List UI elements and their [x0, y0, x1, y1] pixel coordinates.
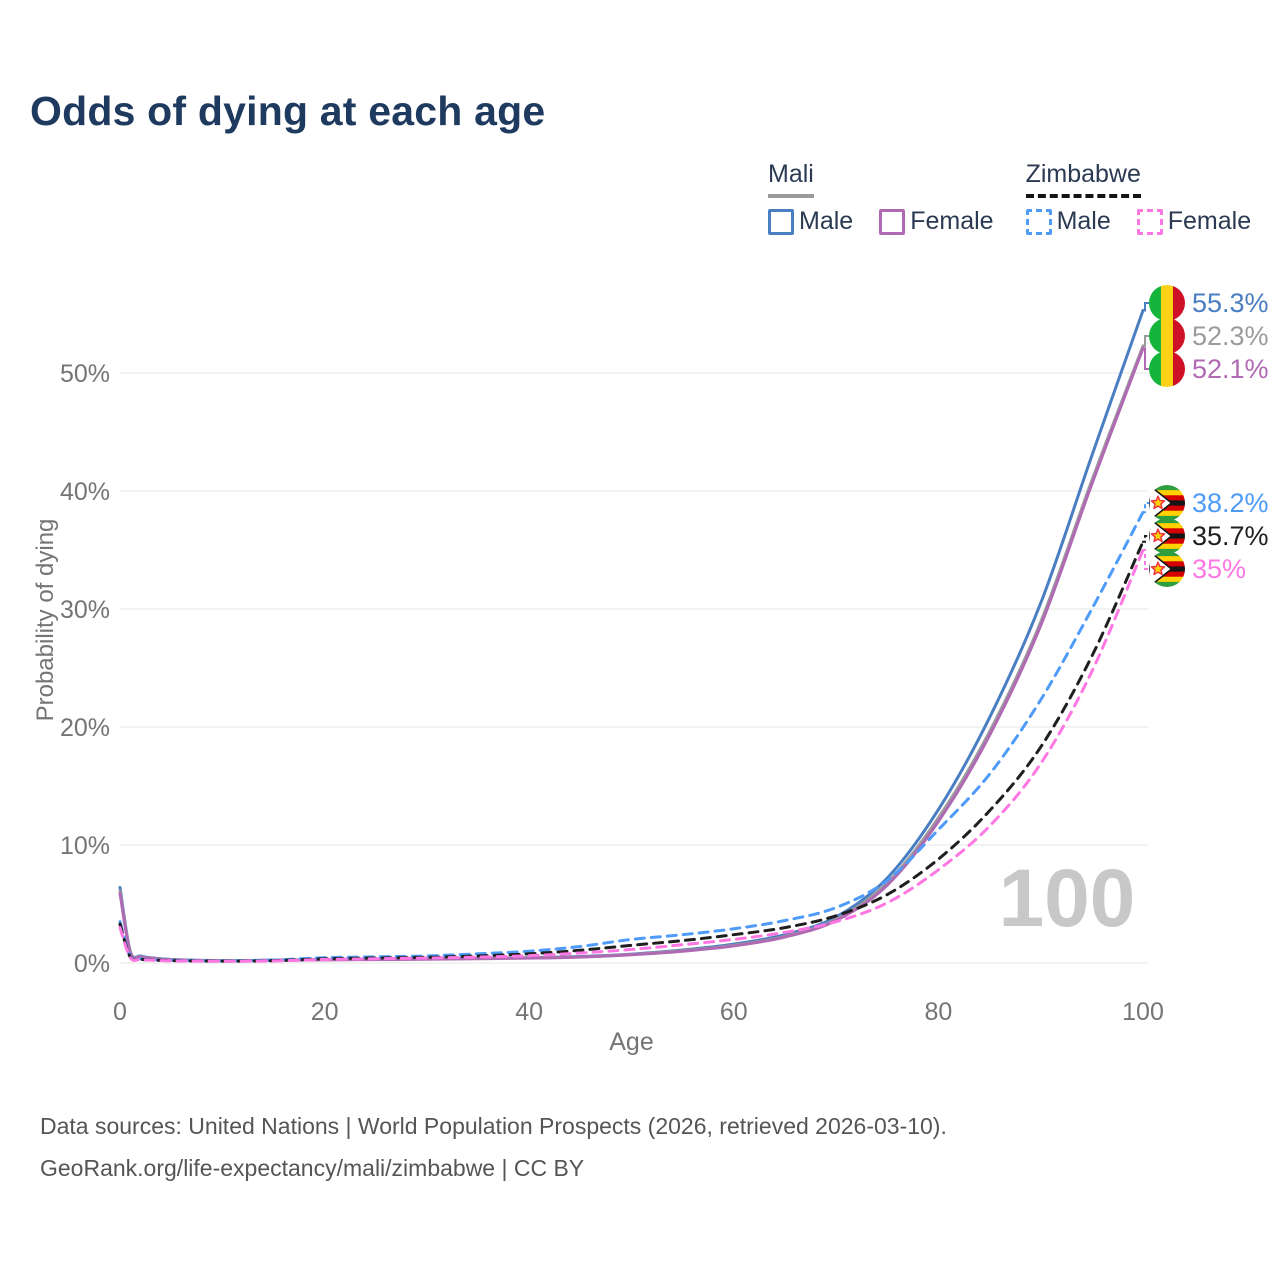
x-tick-label: 0 — [113, 998, 127, 1026]
mali-flag-icon — [1149, 318, 1185, 354]
page-title: Odds of dying at each age — [30, 88, 546, 134]
series-line-zimbabwe-both[interactable] — [118, 540, 1145, 963]
callout-connector — [1142, 502, 1149, 514]
end-callout-mali-male: 55.3% — [1142, 285, 1269, 321]
footer-sources-line: Data sources: United Nations | World Pop… — [40, 1113, 947, 1139]
end-callout-zimbabwe-both: 35.7% — [1142, 518, 1269, 554]
y-tick-label: 50% — [60, 360, 110, 388]
legend-item-label: Female — [910, 207, 994, 235]
x-tick-label: 80 — [924, 998, 952, 1026]
end-value-label[interactable]: 35.7% — [1192, 521, 1269, 551]
end-value-label[interactable]: 52.1% — [1192, 354, 1269, 384]
end-callout-zimbabwe-female: 35% — [1142, 549, 1246, 587]
zimbabwe-female-swatch-icon — [1136, 208, 1163, 235]
end-value-label[interactable]: 35% — [1192, 554, 1246, 584]
y-tick-label: 10% — [60, 832, 110, 860]
callout-connector — [1142, 302, 1149, 312]
zimbabwe-flag-icon — [1149, 551, 1185, 587]
footer-attribution-line: GeoRank.org/life-expectancy/mali/zimbabw… — [40, 1154, 585, 1181]
end-value-label[interactable]: 55.3% — [1192, 288, 1269, 318]
y-tick-label: 40% — [60, 478, 110, 506]
legend-items-zimbabwe: Male Female — [1025, 207, 1252, 236]
end-value-label[interactable]: 38.2% — [1192, 488, 1269, 518]
x-tick-label: 40 — [515, 998, 543, 1026]
callout-connector — [1142, 535, 1149, 543]
legend-item-mali-male[interactable]: Male — [768, 207, 853, 236]
zimbabwe-flag-icon — [1149, 518, 1185, 554]
legend-country-mali[interactable]: Mali — [768, 160, 814, 198]
y-tick-label: 20% — [60, 714, 110, 742]
y-axis-title: Probability of dying — [32, 518, 59, 722]
mali-flag-icon — [1149, 285, 1185, 321]
x-tick-label: 60 — [720, 998, 748, 1026]
legend-group-zimbabwe: Zimbabwe Male Female — [1025, 160, 1252, 236]
y-tick-label: 30% — [60, 596, 110, 624]
legend-item-zimbabwe-male[interactable]: Male — [1025, 207, 1111, 236]
zimbabwe-flag-icon — [1149, 485, 1185, 521]
callout-connector — [1142, 549, 1149, 570]
callout-connector — [1142, 347, 1149, 370]
zimbabwe-male-swatch-icon — [1025, 208, 1052, 235]
legend-item-label: Male — [1056, 207, 1111, 235]
legend-item-zimbabwe-female[interactable]: Female — [1136, 207, 1252, 236]
mali-male-swatch-icon — [768, 208, 794, 235]
end-callout-mali-female: 52.1% — [1142, 347, 1269, 387]
legend-item-label: Female — [1167, 207, 1252, 235]
y-tick-label: 0% — [74, 950, 110, 978]
x-axis-title: Age — [609, 1028, 653, 1056]
legend-country-zimbabwe[interactable]: Zimbabwe — [1025, 160, 1141, 198]
legend-item-mali-female[interactable]: Female — [879, 207, 994, 236]
callout-connector — [1142, 335, 1149, 347]
x-tick-label: 100 — [1122, 998, 1164, 1026]
end-callout-zimbabwe-male: 38.2% — [1142, 485, 1269, 521]
legend-group-mali: Mali Male Female — [768, 160, 994, 236]
series-line-zimbabwe-female[interactable] — [118, 548, 1145, 963]
end-callout-mali-both: 52.3% — [1142, 318, 1269, 354]
footer: Data sources: United Nations | World Pop… — [40, 1106, 947, 1190]
mali-female-swatch-icon — [879, 208, 906, 235]
age-cursor-watermark: 100 — [998, 853, 1136, 944]
x-tick-label: 20 — [311, 998, 339, 1026]
legend-items-mali: Male Female — [768, 207, 994, 236]
mali-flag-icon — [1149, 351, 1185, 387]
legend: Mali Male Female Zimbabwe Male Female — [768, 160, 1251, 236]
end-value-label[interactable]: 52.3% — [1192, 321, 1269, 351]
legend-item-label: Male — [799, 207, 854, 235]
